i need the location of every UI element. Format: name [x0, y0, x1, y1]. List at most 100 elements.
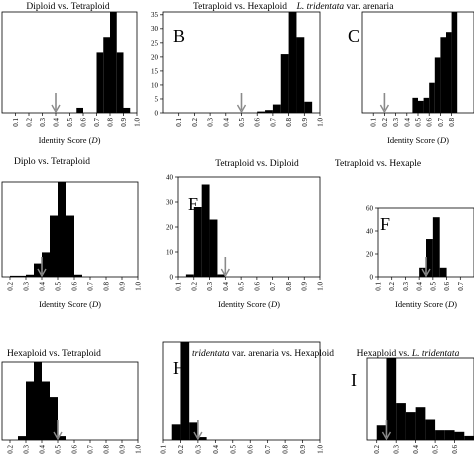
panel-letter: I — [351, 370, 357, 390]
histogram-bar — [304, 101, 313, 113]
panel-letter: E — [188, 194, 199, 214]
x-tick-label: 0.9 — [301, 118, 309, 127]
x-tick-label: 0.7 — [457, 282, 465, 291]
x-axis-label: Identity Score (D) — [387, 135, 449, 145]
x-axis-label: Identity Score (D) — [39, 135, 101, 145]
histogram-bar — [439, 267, 447, 277]
panel-title: Tetraploid vs. Hexaploid — [193, 2, 287, 12]
x-tick-label: 0.3 — [402, 282, 410, 291]
x-tick-label: 0.3 — [206, 282, 214, 291]
x-tick-label: 0.6 — [443, 282, 451, 291]
x-tick-label: 0.3 — [392, 118, 400, 127]
histogram-bar — [18, 275, 26, 277]
x-tick-label: 0.8 — [282, 445, 290, 454]
panel-title: Diplo vs. Tetraploid — [14, 157, 90, 167]
mean-arrow-head — [53, 431, 63, 441]
histogram-bar — [110, 12, 117, 113]
panel-title: Hexaploid vs. L. tridentata — [357, 349, 460, 359]
histogram-bar — [58, 436, 66, 440]
x-tick-label: 1.0 — [135, 445, 143, 454]
panel-title: Hexaploid vs. Tetraploid — [7, 349, 101, 359]
x-tick-label: 0.7 — [87, 282, 95, 291]
histogram-bar — [288, 12, 297, 113]
histogram-bar — [209, 219, 218, 277]
histogram-bar — [201, 184, 210, 277]
histogram-bar — [419, 267, 426, 277]
histogram-bar — [446, 32, 452, 114]
mean-arrow-head — [193, 431, 203, 441]
y-tick-label: 20 — [366, 250, 374, 258]
x-tick-label: 0.3 — [39, 118, 47, 127]
histogram-bar — [103, 37, 110, 113]
y-tick-label: 60 — [366, 204, 374, 212]
panel-6: 0.1 0.2 0.3 0.4 0.5 0.6 0.7 0 20 40 60 Tetraploid v… — [335, 159, 474, 309]
histogram-bar — [185, 274, 194, 277]
mean-arrow-head — [381, 431, 392, 441]
x-tick-label: 1.0 — [317, 282, 325, 291]
x-tick-label: 0.2 — [381, 118, 389, 127]
panel-letter: H — [173, 358, 186, 378]
x-tick-label: 0.6 — [254, 118, 262, 127]
y-tick-label: 0 — [370, 273, 374, 281]
x-tick-label: 0.2 — [191, 118, 199, 127]
y-tick-label: 10 — [151, 81, 159, 89]
panel-title: Tetraploid vs. Diploid — [215, 159, 299, 169]
x-tick-label: 0.2 — [7, 282, 15, 291]
x-tick-label: 0.7 — [269, 282, 277, 291]
panel-8: 0.1 0.2 0.3 0.4 0.5 0.6 0.7 0.8 0.9 1.0 L. trident… — [160, 341, 334, 454]
x-tick-label: 0.5 — [55, 445, 63, 454]
x-tick-label: 0.7 — [264, 445, 272, 454]
histogram-bar — [444, 430, 455, 440]
histogram-bar — [123, 107, 131, 113]
histogram-bar — [425, 419, 436, 440]
histogram-bar — [257, 111, 266, 113]
histogram-bar — [74, 274, 82, 277]
histogram-bar — [42, 252, 50, 277]
x-tick-label: 0.7 — [87, 445, 95, 454]
histogram-bar — [76, 107, 83, 113]
y-tick-label: 20 — [151, 53, 159, 61]
histogram-bar — [386, 358, 397, 440]
x-tick-label: 1.0 — [134, 118, 142, 127]
x-tick-label: 0.5 — [238, 118, 246, 127]
y-tick-label: 35 — [151, 11, 159, 19]
x-tick-label: 0.1 — [375, 282, 383, 291]
x-tick-label: 0.2 — [388, 282, 396, 291]
panel-9: 0.2 0.3 0.4 0.5 0.6 Hexaploid vs. L. tridenta… — [351, 349, 474, 454]
y-tick-label: 0 — [170, 273, 174, 281]
x-tick-label: 0.2 — [190, 282, 198, 291]
x-tick-label: 0.4 — [222, 282, 230, 291]
panel-1: 0.1 0.2 0.3 0.4 0.5 0.6 0.7 0.8 0.9 1.0 Diploid vs… — [1, 2, 142, 145]
histogram-bar — [26, 381, 34, 440]
histogram-bar — [116, 52, 124, 113]
panel-7: 0.2 0.3 0.4 0.5 0.6 0.7 0.8 0.9 1.0 Hexaploid vs.… — [1, 349, 143, 454]
x-tick-label: 0.9 — [119, 445, 127, 454]
y-tick-label: 30 — [166, 198, 174, 206]
x-tick-label: 0.5 — [415, 118, 423, 127]
histogram-bar — [50, 397, 58, 440]
panel-title: L. tridentata var. arenaria vs. Hexaploi… — [181, 349, 334, 359]
histogram-bar — [34, 362, 42, 440]
histogram-bar — [193, 207, 202, 277]
x-axis-label: Identity Score (D) — [39, 299, 101, 309]
histogram-bar — [296, 37, 305, 113]
x-tick-label: 0.1 — [175, 118, 183, 127]
panel-title: Tetraploid vs. Hexaple — [335, 159, 421, 169]
histogram-bar — [405, 412, 416, 440]
y-tick-label: 5 — [155, 95, 159, 103]
y-tick-label: 25 — [151, 39, 159, 47]
x-tick-label: 0.3 — [194, 445, 202, 454]
histogram-bar — [426, 239, 433, 277]
x-tick-label: 0.4 — [212, 445, 220, 454]
mean-arrow-head — [236, 104, 247, 114]
x-tick-label: 0.1 — [12, 118, 20, 127]
x-tick-label: 0.5 — [238, 282, 246, 291]
x-tick-label: 0.4 — [53, 118, 61, 127]
panel-letter: F — [380, 214, 390, 234]
x-tick-label: 0.6 — [426, 118, 434, 127]
histogram-bar — [432, 217, 440, 277]
histogram-bar — [434, 57, 441, 113]
histogram-bar — [440, 37, 446, 113]
x-tick-label: 0.6 — [451, 445, 459, 454]
